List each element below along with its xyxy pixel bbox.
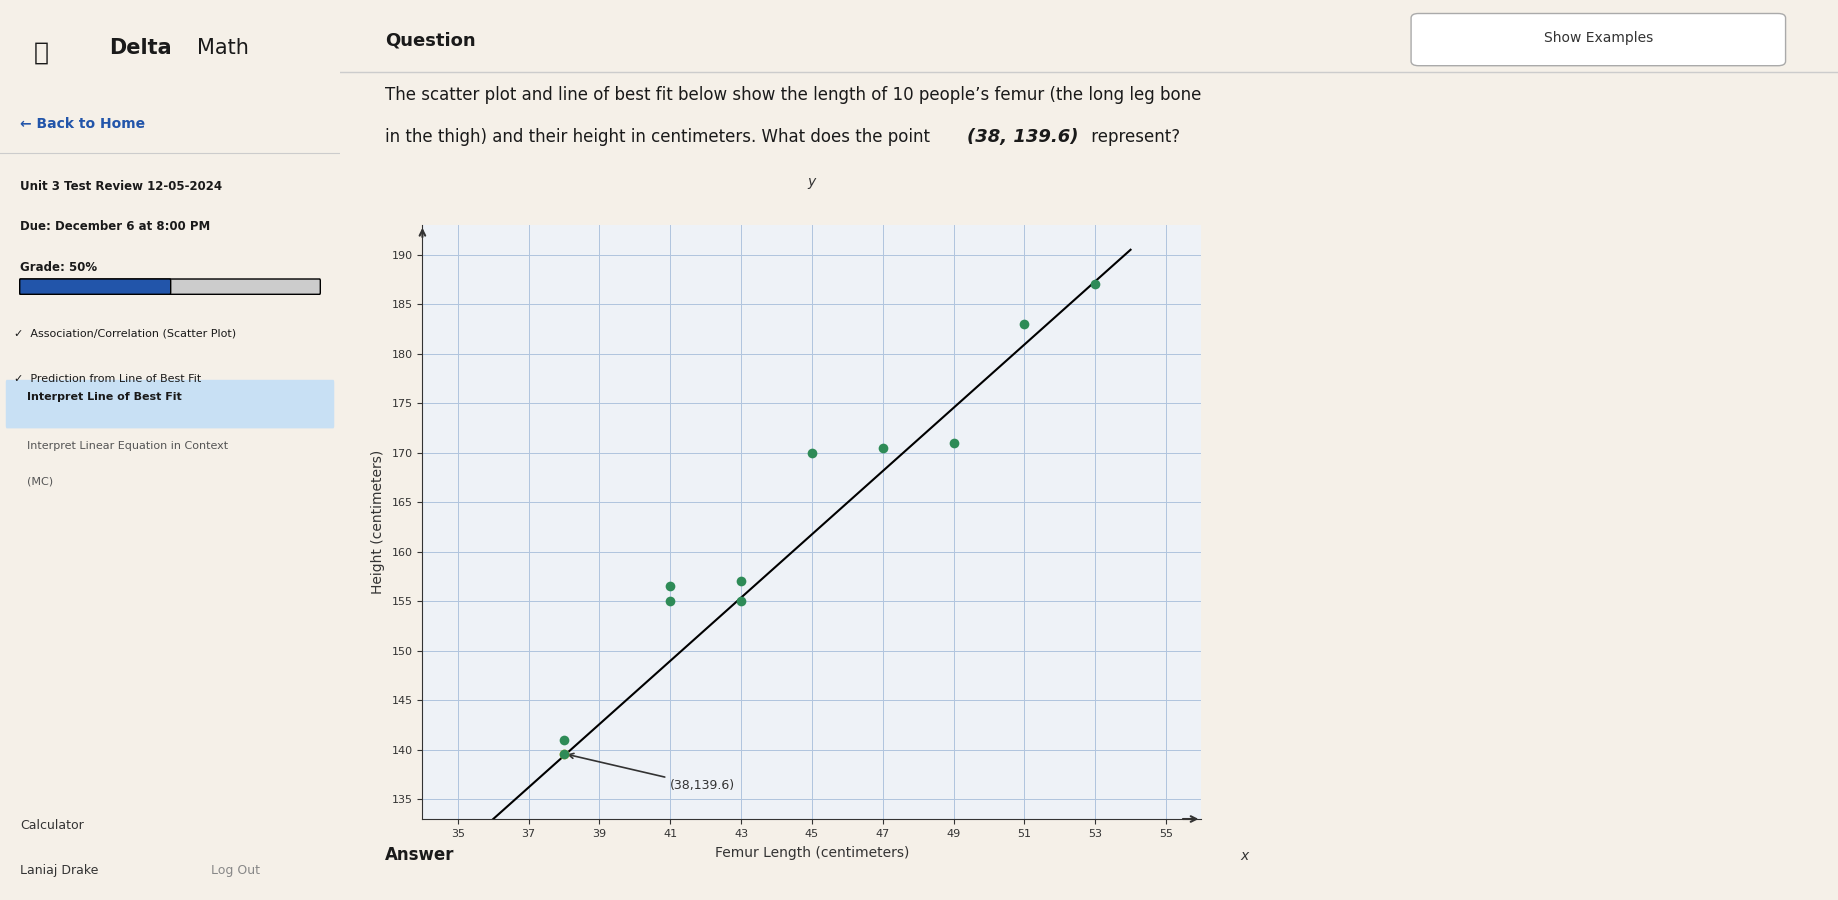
Text: Interpret Linear Equation in Context: Interpret Linear Equation in Context: [28, 441, 228, 451]
Text: Grade: 50%: Grade: 50%: [20, 261, 97, 274]
Text: Question: Question: [384, 32, 476, 50]
Text: (38, 139.6): (38, 139.6): [967, 128, 1079, 146]
FancyBboxPatch shape: [20, 279, 171, 294]
Text: Show Examples: Show Examples: [1544, 31, 1652, 45]
X-axis label: Femur Length (centimeters): Femur Length (centimeters): [715, 846, 910, 860]
Text: Due: December 6 at 8:00 PM: Due: December 6 at 8:00 PM: [20, 220, 211, 233]
Text: represent?: represent?: [1086, 128, 1180, 146]
Text: (MC): (MC): [28, 477, 53, 487]
FancyBboxPatch shape: [20, 279, 320, 294]
Text: Delta: Delta: [108, 38, 171, 58]
Text: Laniaj Drake: Laniaj Drake: [20, 864, 99, 877]
Text: 🎓: 🎓: [33, 40, 50, 65]
Text: in the thigh) and their height in centimeters. What does the point: in the thigh) and their height in centim…: [384, 128, 936, 146]
Text: x: x: [1241, 849, 1248, 863]
Text: Log Out: Log Out: [211, 864, 259, 877]
Text: Answer: Answer: [384, 846, 454, 864]
Text: Unit 3 Test Review 12-05-2024: Unit 3 Test Review 12-05-2024: [20, 180, 222, 193]
Text: ✓  Prediction from Line of Best Fit: ✓ Prediction from Line of Best Fit: [13, 374, 200, 383]
FancyBboxPatch shape: [6, 380, 335, 428]
Text: y: y: [807, 176, 816, 189]
Text: Math: Math: [197, 38, 250, 58]
Text: (38,139.6): (38,139.6): [568, 753, 735, 792]
Text: The scatter plot and line of best fit below show the length of 10 people’s femur: The scatter plot and line of best fit be…: [384, 86, 1202, 104]
Y-axis label: Height (centimeters): Height (centimeters): [371, 450, 384, 594]
Text: Interpret Line of Best Fit: Interpret Line of Best Fit: [28, 392, 182, 401]
Text: ← Back to Home: ← Back to Home: [20, 117, 145, 131]
Text: Calculator: Calculator: [20, 819, 85, 832]
Text: ✓  Association/Correlation (Scatter Plot): ✓ Association/Correlation (Scatter Plot): [13, 328, 235, 338]
FancyBboxPatch shape: [1412, 14, 1785, 66]
